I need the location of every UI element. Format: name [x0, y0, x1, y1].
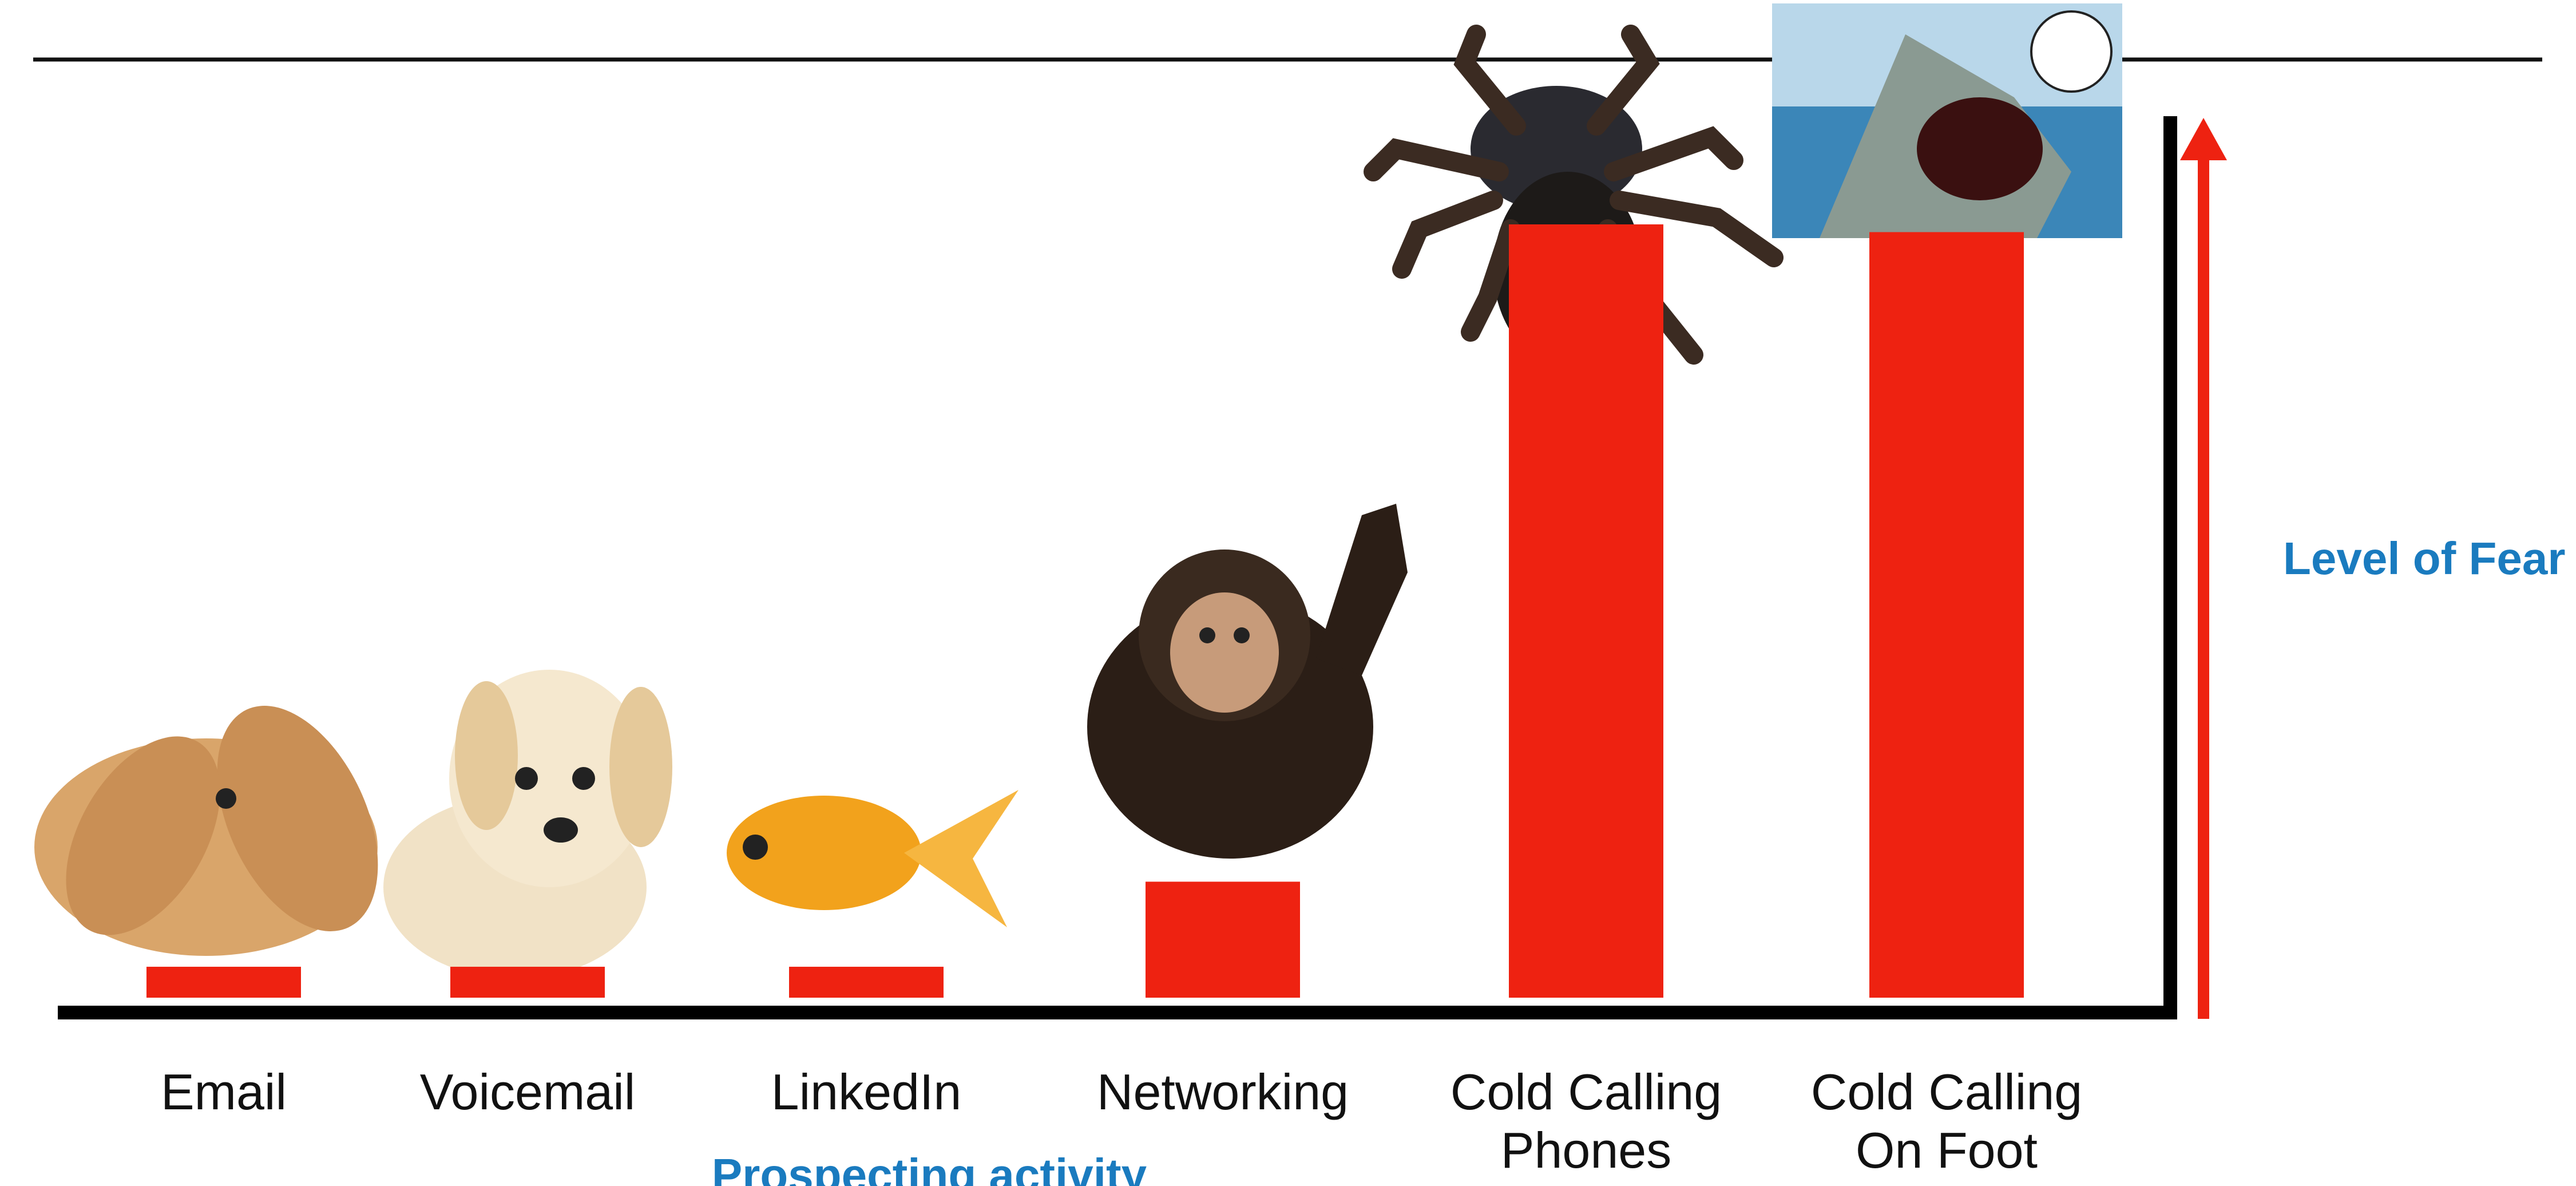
chimp	[1087, 504, 1408, 859]
x-tick-label: Networking	[1096, 1064, 1349, 1120]
bar	[789, 966, 944, 998]
x-tick-label: Cold Calling Phones	[1450, 1064, 1722, 1179]
x-tick-label: Voicemail	[419, 1064, 636, 1120]
bar	[1146, 881, 1300, 998]
x-axis-title: Prospecting activity	[711, 1149, 1147, 1186]
rabbit	[34, 706, 378, 956]
y-axis-title: Level of Fear	[2283, 533, 2566, 584]
goldfish	[727, 790, 1018, 927]
bar	[1509, 224, 1663, 998]
bar	[450, 966, 605, 998]
fear-arrow-head	[2180, 118, 2227, 160]
x-tick-label: LinkedIn	[771, 1064, 962, 1120]
x-tick-label: Email	[160, 1064, 287, 1120]
bar	[146, 966, 301, 998]
bar	[1869, 232, 2024, 998]
x-tick-label: Cold Calling On Foot	[1810, 1064, 2083, 1179]
puppy	[383, 670, 672, 979]
shark-photo	[1772, 3, 2122, 238]
